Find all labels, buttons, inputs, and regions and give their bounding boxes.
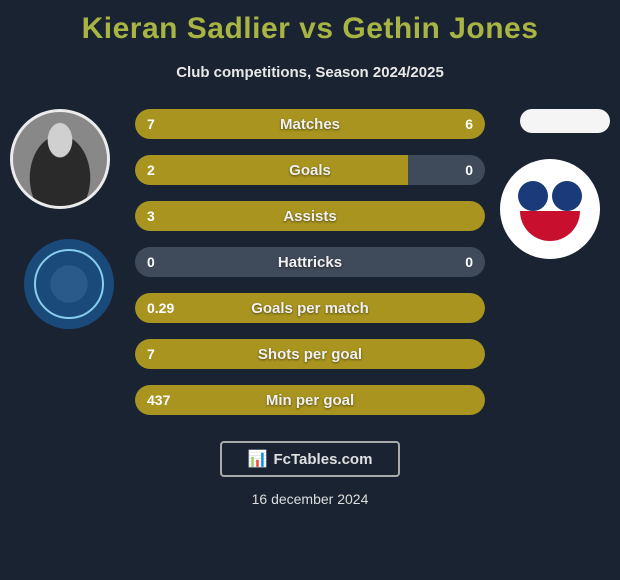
stat-label: Goals per match <box>135 293 485 323</box>
bolton-crest-icon <box>510 169 590 249</box>
page-title: Kieran Sadlier vs Gethin Jones <box>0 0 620 46</box>
stat-label: Goals <box>135 155 485 185</box>
wycombe-crest-icon <box>34 249 104 319</box>
avatar-placeholder-icon <box>13 112 107 206</box>
stat-row: 437Min per goal <box>135 385 485 415</box>
brand-text: FcTables.com <box>274 451 373 468</box>
player-left-photo <box>10 109 110 209</box>
footer-date: 16 december 2024 <box>0 491 620 507</box>
stat-row: 3Assists <box>135 201 485 231</box>
stat-bars: 76Matches 20Goals 3Assists 00Hattricks 0.29G… <box>135 109 485 415</box>
comparison-area: 76Matches 20Goals 3Assists 00Hattricks 0.29G… <box>0 109 620 415</box>
stat-label: Matches <box>135 109 485 139</box>
player-right-photo <box>520 109 610 133</box>
subtitle: Club competitions, Season 2024/2025 <box>0 64 620 81</box>
brand-badge[interactable]: 📊 FcTables.com <box>220 441 400 477</box>
stat-label: Hattricks <box>135 247 485 277</box>
club-badge-right <box>500 159 600 259</box>
stat-row: 00Hattricks <box>135 247 485 277</box>
stat-label: Min per goal <box>135 385 485 415</box>
stat-label: Shots per goal <box>135 339 485 369</box>
stat-row: 20Goals <box>135 155 485 185</box>
stat-row: 7Shots per goal <box>135 339 485 369</box>
chart-icon: 📊 <box>248 449 268 469</box>
stat-row: 76Matches <box>135 109 485 139</box>
club-badge-left <box>24 239 114 329</box>
stat-label: Assists <box>135 201 485 231</box>
stat-row: 0.29Goals per match <box>135 293 485 323</box>
